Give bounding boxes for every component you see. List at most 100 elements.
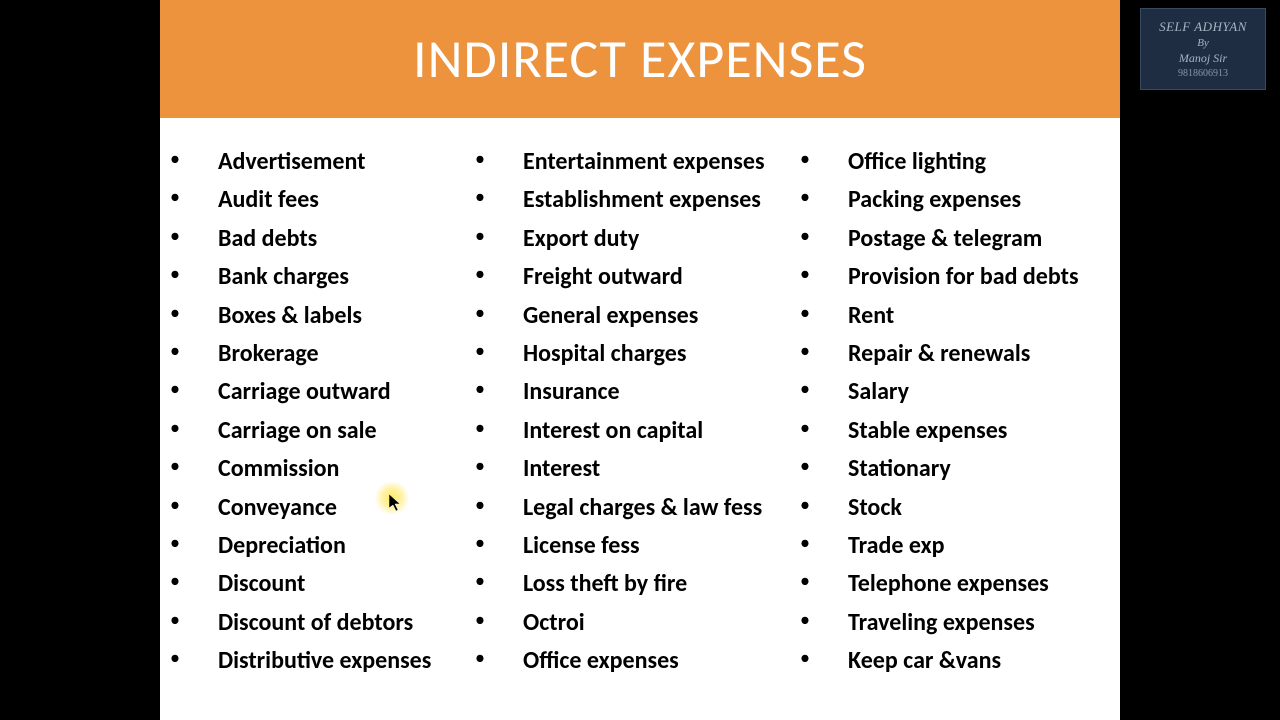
list-item: •Stationary bbox=[800, 453, 1110, 485]
bullet-icon: • bbox=[800, 645, 816, 672]
list-item: •Postage & telegram bbox=[800, 223, 1110, 255]
list-item: • Repair & renewals bbox=[800, 338, 1110, 370]
bullet-icon: • bbox=[475, 146, 491, 173]
bullet-icon: • bbox=[475, 300, 491, 327]
list-item-text: Interest bbox=[523, 453, 600, 485]
slide-header: INDIRECT EXPENSES bbox=[160, 0, 1120, 118]
list-item-text: Depreciation bbox=[218, 530, 346, 562]
list-item: • Insurance bbox=[475, 376, 795, 408]
list-item: •Distributive expenses bbox=[170, 645, 470, 677]
list-item-text: Telephone expenses bbox=[848, 568, 1049, 600]
list-item: • Discount of debtors bbox=[170, 607, 470, 639]
list-item-text: Octroi bbox=[523, 607, 585, 639]
bullet-icon: • bbox=[475, 184, 491, 211]
list-item-text: Establishment expenses bbox=[523, 184, 761, 216]
list-item: • Advertisement bbox=[170, 146, 470, 178]
list-item-text: Provision for bad debts bbox=[848, 261, 1079, 293]
list-item-text: Boxes & labels bbox=[218, 300, 362, 332]
bullet-icon: • bbox=[170, 146, 186, 173]
list-item-text: Rent bbox=[848, 300, 894, 332]
bullet-icon: • bbox=[800, 338, 816, 365]
bullet-icon: • bbox=[170, 184, 186, 211]
bullet-icon: • bbox=[170, 223, 186, 250]
list-item-text: Export duty bbox=[523, 223, 639, 255]
list-item-text: General expenses bbox=[523, 300, 698, 332]
list-item-text: Audit fees bbox=[218, 184, 319, 216]
bullet-icon: • bbox=[170, 530, 186, 557]
list-item-text: Repair & renewals bbox=[848, 338, 1030, 370]
list-item: • General expenses bbox=[475, 300, 795, 332]
bullet-icon: • bbox=[475, 530, 491, 557]
list-item: •Stock bbox=[800, 492, 1110, 524]
bullet-icon: • bbox=[800, 261, 816, 288]
bullet-icon: • bbox=[800, 415, 816, 442]
list-item-text: Conveyance bbox=[218, 492, 337, 524]
list-item: •Salary bbox=[800, 376, 1110, 408]
list-item: •Freight outward bbox=[475, 261, 795, 293]
list-item: • Provision for bad debts bbox=[800, 261, 1110, 293]
list-item: •Trade exp bbox=[800, 530, 1110, 562]
bullet-icon: • bbox=[800, 184, 816, 211]
list-item: •Boxes & labels bbox=[170, 300, 470, 332]
bullet-icon: • bbox=[170, 261, 186, 288]
list-item-text: Keep car &vans bbox=[848, 645, 1001, 677]
list-item: •Commission bbox=[170, 453, 470, 485]
list-item-text: Commission bbox=[218, 453, 339, 485]
bullet-icon: • bbox=[800, 607, 816, 634]
bullet-icon: • bbox=[800, 376, 816, 403]
bullet-icon: • bbox=[170, 568, 186, 595]
list-item: •Carriage outward bbox=[170, 376, 470, 408]
bullet-icon: • bbox=[475, 376, 491, 403]
bullet-icon: • bbox=[475, 645, 491, 672]
bullet-icon: • bbox=[475, 338, 491, 365]
list-item: • License fess bbox=[475, 530, 795, 562]
bullet-icon: • bbox=[800, 530, 816, 557]
watermark-phone: 9818606913 bbox=[1178, 68, 1228, 79]
list-item-text: Interest on capital bbox=[523, 415, 703, 447]
bullet-icon: • bbox=[475, 607, 491, 634]
list-item-text: Loss theft by fire bbox=[523, 568, 687, 600]
list-item-text: Stock bbox=[848, 492, 902, 524]
list-item-text: Insurance bbox=[523, 376, 620, 408]
list-item-text: Advertisement bbox=[218, 146, 365, 178]
list-item: • Hospital charges bbox=[475, 338, 795, 370]
list-item: •Packing expenses bbox=[800, 184, 1110, 216]
bullet-icon: • bbox=[475, 261, 491, 288]
bullet-icon: • bbox=[170, 492, 186, 519]
list-item: • Legal charges & law fess bbox=[475, 492, 795, 524]
bullet-icon: • bbox=[170, 607, 186, 634]
content-area: •Advertisement•Audit fees•Bad debts•Bank… bbox=[160, 118, 1120, 683]
watermark-title: SELF ADHYAN bbox=[1159, 19, 1247, 35]
list-item: • Establishment expenses bbox=[475, 184, 795, 216]
bullet-icon: • bbox=[170, 338, 186, 365]
bullet-icon: • bbox=[475, 223, 491, 250]
list-item: • Rent bbox=[800, 300, 1110, 332]
list-item-text: Office expenses bbox=[523, 645, 679, 677]
list-item-text: Office lighting bbox=[848, 146, 986, 178]
list-item-text: Legal charges & law fess bbox=[523, 492, 762, 524]
list-item: •Telephone expenses bbox=[800, 568, 1110, 600]
list-item: •Brokerage bbox=[170, 338, 470, 370]
list-item-text: Hospital charges bbox=[523, 338, 686, 370]
list-item: • Export duty bbox=[475, 223, 795, 255]
list-item: •Entertainment expenses bbox=[475, 146, 795, 178]
list-item-text: License fess bbox=[523, 530, 640, 562]
list-item-text: Discount of debtors bbox=[218, 607, 413, 639]
watermark-author: Manoj Sir bbox=[1179, 51, 1227, 66]
list-item: •Carriage on sale bbox=[170, 415, 470, 447]
list-item-text: Carriage on sale bbox=[218, 415, 377, 447]
bullet-icon: • bbox=[800, 223, 816, 250]
list-item: •Interest on capital bbox=[475, 415, 795, 447]
bullet-icon: • bbox=[800, 453, 816, 480]
column-3: •Office lighting•Packing expenses•Postag… bbox=[800, 146, 1110, 683]
bullet-icon: • bbox=[475, 453, 491, 480]
bullet-icon: • bbox=[475, 492, 491, 519]
bullet-icon: • bbox=[800, 300, 816, 327]
list-item: •Discount bbox=[170, 568, 470, 600]
list-item-text: Distributive expenses bbox=[218, 645, 431, 677]
list-item: •Office lighting bbox=[800, 146, 1110, 178]
list-item: •Loss theft by fire bbox=[475, 568, 795, 600]
list-item-text: Bank charges bbox=[218, 261, 349, 293]
watermark-badge: SELF ADHYAN By Manoj Sir 9818606913 bbox=[1140, 8, 1266, 90]
list-item: •Traveling expenses bbox=[800, 607, 1110, 639]
